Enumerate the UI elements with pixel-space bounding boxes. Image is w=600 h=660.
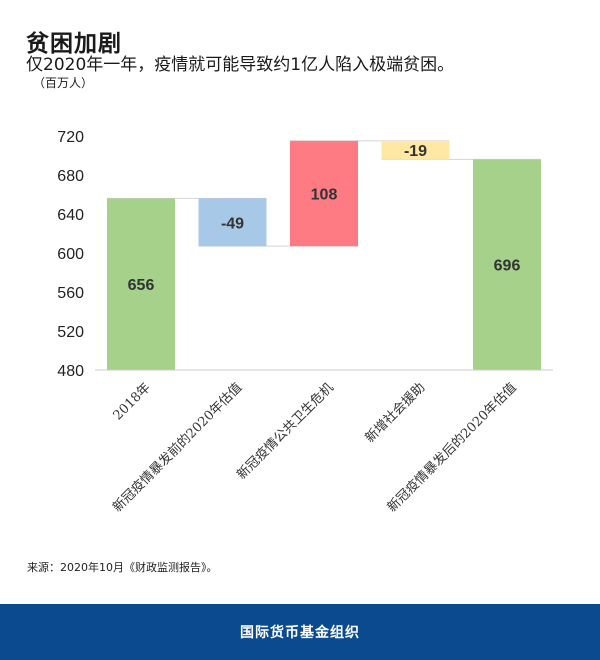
y-tick-label: 560 (57, 285, 84, 302)
source-note: 来源：2020年10月《财政监测报告》。 (27, 561, 218, 574)
y-tick-label: 680 (57, 168, 84, 185)
footer-label: 国际货币基金组织 (240, 625, 360, 641)
y-tick-label: 520 (57, 324, 84, 341)
bar (290, 140, 358, 247)
value-label: 656 (128, 277, 155, 294)
value-label: -19 (404, 143, 427, 160)
footer-banner: 国际货币基金组织 (0, 604, 600, 660)
bar (473, 159, 541, 370)
y-axis-ticks: 480 520 560 600 640 680 720 (57, 129, 84, 380)
category-label: 新增社会援助 (362, 380, 428, 446)
waterfall-chart: 480 520 560 600 640 680 720 656 -49 108 -19 696 20… (57, 129, 553, 516)
bar (198, 198, 267, 247)
category-label: 新冠疫情公共卫生危机 (234, 380, 337, 483)
value-label: 696 (494, 258, 521, 275)
y-tick-label: 480 (57, 363, 84, 380)
unit-note: （百万人） (33, 76, 94, 90)
chart-title: 贫困加剧 (26, 31, 122, 57)
y-tick-label: 640 (57, 207, 84, 224)
bars: 656 -49 108 -19 696 (107, 140, 541, 370)
category-label: 2018年 (111, 380, 154, 423)
bar (381, 140, 450, 160)
bar (107, 198, 175, 370)
chart-subtitle: 仅2020年一年，疫情就可能导致约1亿人陷入极端贫困。 (26, 55, 455, 75)
value-label: -49 (221, 215, 244, 232)
value-label: 108 (311, 187, 338, 204)
y-tick-label: 600 (57, 246, 84, 263)
y-tick-label: 720 (57, 129, 84, 146)
